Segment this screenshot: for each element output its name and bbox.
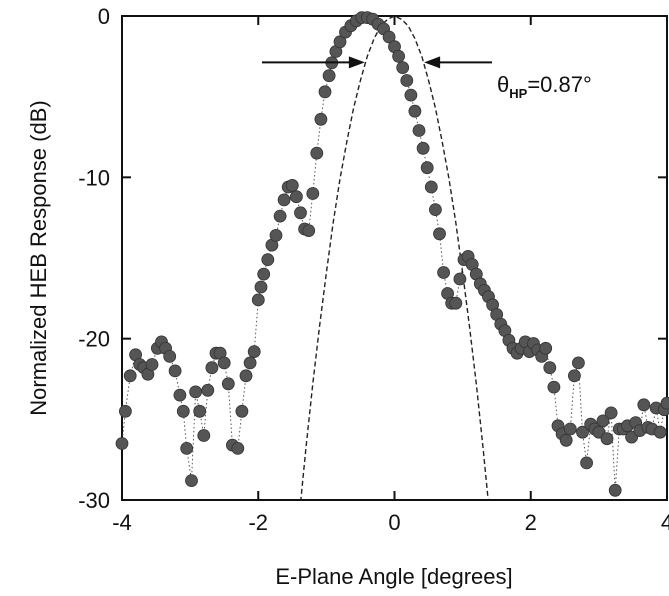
data-point bbox=[608, 483, 622, 497]
data-point bbox=[197, 429, 211, 442]
data-point bbox=[563, 422, 577, 436]
annotation-value: =0.87° bbox=[527, 72, 591, 97]
gaussian-fit-line bbox=[300, 16, 489, 500]
x-tick-label: -2 bbox=[248, 510, 268, 535]
x-tick-label: 2 bbox=[525, 510, 537, 535]
data-point bbox=[306, 187, 320, 200]
data-point bbox=[576, 425, 589, 439]
data-point bbox=[176, 404, 190, 418]
data-point bbox=[119, 404, 132, 418]
data-point bbox=[269, 228, 283, 242]
data-point bbox=[289, 190, 303, 204]
data-point bbox=[420, 161, 434, 175]
data-point bbox=[604, 406, 618, 420]
data-point bbox=[572, 356, 585, 370]
data-point bbox=[392, 49, 406, 63]
data-point bbox=[217, 356, 231, 370]
data-point bbox=[433, 227, 446, 241]
data-point bbox=[596, 414, 610, 428]
y-tick-label: -10 bbox=[78, 165, 110, 190]
x-axis-label: E-Plane Angle [degrees] bbox=[275, 564, 512, 589]
data-point bbox=[310, 146, 324, 160]
data-point bbox=[449, 296, 463, 310]
data-point bbox=[115, 437, 129, 450]
data-point bbox=[580, 456, 593, 470]
left-arrow-head bbox=[348, 56, 365, 69]
data-point bbox=[285, 178, 299, 192]
data-point bbox=[559, 433, 573, 447]
x-tick-label: 4 bbox=[661, 510, 669, 535]
annotation-subscript: HP bbox=[509, 86, 527, 101]
data-point bbox=[193, 404, 207, 418]
data-point bbox=[221, 377, 235, 391]
data-point bbox=[318, 85, 332, 99]
data-point bbox=[333, 35, 347, 49]
data-point bbox=[257, 267, 271, 281]
y-axis-label: Normalized HEB Response (dB) bbox=[26, 100, 51, 415]
axis-ticks: -4 -2 0 2 40-10-20-30 bbox=[78, 4, 669, 535]
y-tick-label: 0 bbox=[98, 4, 110, 29]
data-point bbox=[400, 74, 414, 87]
data-point bbox=[539, 341, 553, 355]
data-point bbox=[416, 141, 430, 155]
data-point bbox=[273, 209, 287, 223]
annotation-label: θHP=0.87° bbox=[497, 72, 592, 101]
data-point bbox=[660, 396, 669, 410]
data-point bbox=[277, 193, 291, 207]
data-point bbox=[243, 356, 257, 370]
hpbw-annotation: θHP=0.87° bbox=[262, 56, 592, 101]
y-tick-label: -30 bbox=[78, 488, 110, 513]
data-point bbox=[637, 398, 651, 412]
data-point bbox=[428, 203, 442, 217]
y-tick-label: -20 bbox=[78, 327, 110, 352]
data-point bbox=[547, 380, 561, 394]
data-point bbox=[201, 383, 215, 397]
series-markers bbox=[115, 11, 669, 497]
data-point bbox=[185, 474, 198, 488]
data-point bbox=[653, 425, 667, 439]
data-point bbox=[189, 385, 203, 399]
data-point bbox=[239, 369, 253, 383]
data-point bbox=[173, 388, 187, 402]
x-tick-label: 0 bbox=[388, 510, 400, 535]
data-point bbox=[408, 104, 422, 118]
data-point bbox=[123, 369, 137, 383]
annotation-symbol: θ bbox=[497, 72, 509, 97]
data-point bbox=[254, 280, 268, 294]
data-point bbox=[251, 293, 265, 307]
data-point bbox=[543, 361, 557, 375]
data-point bbox=[404, 88, 418, 102]
right-arrow-head bbox=[424, 56, 441, 69]
data-point bbox=[424, 180, 438, 194]
data-point bbox=[453, 272, 467, 286]
data-point bbox=[568, 369, 581, 383]
data-point bbox=[412, 124, 426, 137]
data-point bbox=[314, 112, 328, 126]
x-tick-label: -4 bbox=[112, 510, 132, 535]
data-point bbox=[437, 266, 451, 279]
data-point bbox=[247, 345, 261, 359]
data-point bbox=[205, 361, 219, 375]
data-point bbox=[163, 349, 177, 363]
data-point bbox=[145, 358, 159, 371]
data-point bbox=[294, 206, 307, 220]
series-lines bbox=[122, 16, 667, 500]
data-point bbox=[180, 441, 194, 455]
data-point bbox=[302, 224, 316, 238]
data-point bbox=[168, 364, 182, 378]
data-point bbox=[382, 30, 396, 44]
data-point bbox=[231, 441, 245, 455]
data-point bbox=[396, 61, 410, 74]
data-point bbox=[235, 404, 249, 418]
data-point bbox=[261, 253, 275, 267]
data-point bbox=[322, 69, 336, 83]
data-point bbox=[600, 432, 614, 446]
